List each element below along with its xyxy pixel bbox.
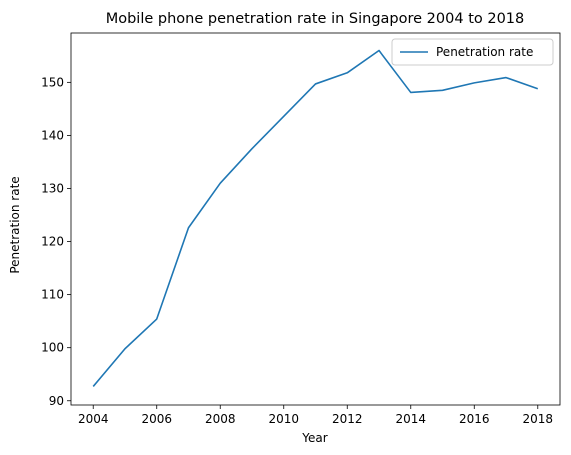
- plot-area: 2004 2006 2008 2010 2012 2014 2016 2018 90 100 110…: [41, 32, 561, 426]
- y-tick-label: 110: [41, 288, 64, 302]
- y-tick-label: 120: [41, 235, 64, 249]
- x-tick-label: 2018: [522, 412, 553, 426]
- x-tick-label: 2008: [205, 412, 236, 426]
- y-tick-label: 100: [41, 341, 64, 355]
- y-tick-label: 130: [41, 181, 64, 195]
- y-axis-label: Penetration rate: [8, 176, 22, 273]
- x-tick-label: 2006: [141, 412, 172, 426]
- x-tick-label: 2012: [332, 412, 363, 426]
- y-tick-label: 90: [49, 394, 64, 408]
- x-tick-label: 2016: [459, 412, 490, 426]
- legend: Penetration rate: [391, 38, 554, 66]
- x-tick-label: 2010: [268, 412, 299, 426]
- series-line: [92, 49, 539, 387]
- y-tick-label: 140: [41, 128, 64, 142]
- legend-label: Penetration rate: [436, 45, 533, 59]
- chart-title: Mobile phone penetration rate in Singapo…: [106, 11, 525, 27]
- legend-box: [391, 38, 554, 66]
- x-tick-label: 2004: [78, 412, 109, 426]
- x-axis-label: Year: [301, 431, 327, 445]
- y-tick-label: 150: [41, 75, 64, 89]
- plot-frame: [70, 32, 561, 406]
- x-tick-label: 2014: [395, 412, 426, 426]
